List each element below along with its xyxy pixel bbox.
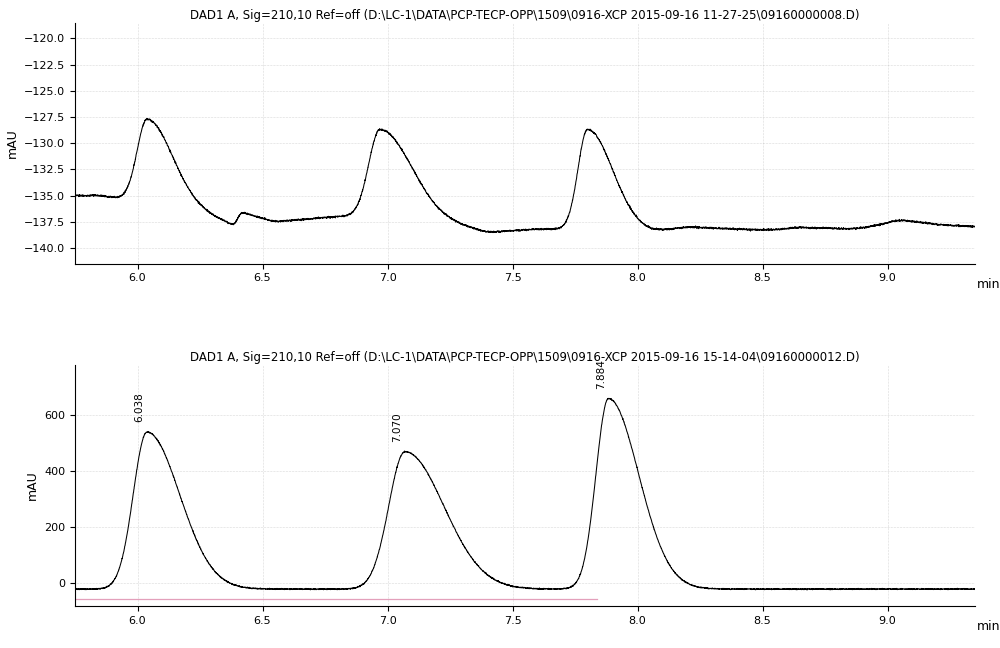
- Text: 6.038: 6.038: [134, 393, 144, 422]
- Y-axis label: mAU: mAU: [5, 128, 18, 158]
- Y-axis label: mAU: mAU: [26, 470, 39, 500]
- X-axis label: min: min: [977, 278, 1000, 291]
- X-axis label: min: min: [977, 620, 1000, 633]
- Text: 7.884: 7.884: [596, 359, 606, 389]
- Title: DAD1 A, Sig=210,10 Ref=off (D:\LC-1\DATA\PCP-TECP-OPP\1509\0916-XCP 2015-09-16 1: DAD1 A, Sig=210,10 Ref=off (D:\LC-1\DATA…: [190, 351, 860, 364]
- Text: 7.070: 7.070: [392, 412, 402, 442]
- Title: DAD1 A, Sig=210,10 Ref=off (D:\LC-1\DATA\PCP-TECP-OPP\1509\0916-XCP 2015-09-16 1: DAD1 A, Sig=210,10 Ref=off (D:\LC-1\DATA…: [190, 8, 860, 21]
